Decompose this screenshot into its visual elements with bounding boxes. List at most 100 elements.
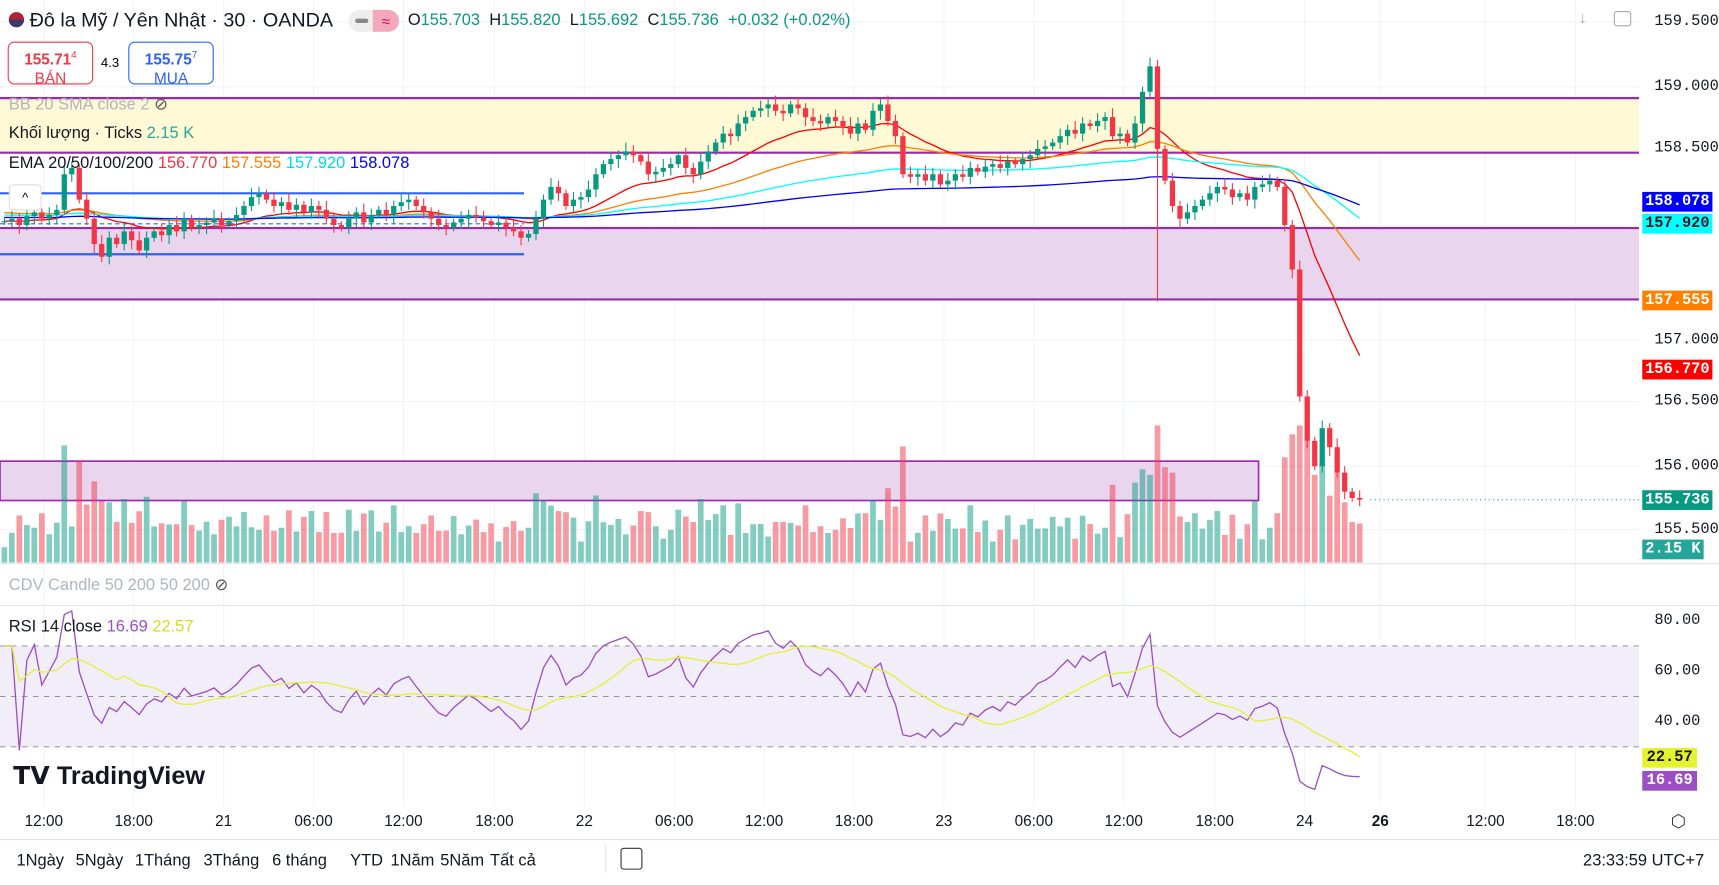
candle-body: [1304, 396, 1310, 441]
volume-bar: [1049, 516, 1056, 563]
fullscreen-icon[interactable]: [1613, 10, 1632, 27]
symbol-header[interactable]: Đô la Mỹ / Yên Nhật · 30 · OANDA: [8, 8, 334, 32]
buy-button[interactable]: 155.757 MUA: [128, 41, 214, 86]
volume-bar: [525, 527, 532, 563]
range-button[interactable]: 1Ngày: [16, 851, 64, 870]
time-axis-label: 12:00: [24, 811, 64, 830]
range-button[interactable]: 5Năm: [440, 851, 485, 870]
candle-body: [705, 151, 711, 162]
range-button[interactable]: 3Tháng: [203, 851, 260, 870]
candle-body: [1162, 148, 1168, 181]
volume-bar: [915, 532, 921, 563]
time-axis-label: 12:00: [1466, 811, 1505, 830]
candle-body: [1087, 123, 1093, 127]
volume-bar: [1207, 519, 1213, 563]
rsi-legend[interactable]: RSI 14 close 16.69 22.57: [9, 617, 194, 636]
low-label: L: [569, 10, 579, 30]
ema20-value: 156.770: [157, 153, 218, 173]
time-axis-label: 18:00: [1195, 811, 1234, 830]
candle-body: [106, 237, 112, 257]
candle-body: [1319, 428, 1325, 467]
volume-bar: [1072, 538, 1078, 563]
candle-body: [1139, 91, 1146, 124]
range-button[interactable]: 1Tháng: [134, 851, 191, 870]
candle-body: [1124, 133, 1131, 143]
rsi-band: [0, 645, 1639, 747]
minus-icon: [355, 18, 369, 24]
candle-body: [31, 212, 37, 217]
volume-bar: [900, 446, 906, 563]
volume-bar: [533, 493, 539, 563]
candle-body: [1117, 133, 1123, 137]
volume-bar: [151, 526, 157, 563]
range-button[interactable]: Tất cả: [490, 851, 536, 870]
candle-body: [1192, 206, 1198, 213]
volume-bar: [1019, 524, 1026, 563]
volume-bar: [795, 525, 801, 563]
volume-bar: [383, 522, 390, 563]
candle-body: [795, 104, 801, 109]
candle-body: [997, 164, 1003, 168]
volume-bar: [952, 528, 959, 563]
market-status-toggle[interactable]: ≈: [348, 9, 400, 32]
settings-icon[interactable]: ⬡: [1670, 812, 1687, 832]
time-axis-label: 26: [1371, 811, 1389, 830]
volume-bar: [1094, 533, 1101, 563]
eye-off-icon[interactable]: ⊘: [154, 95, 168, 115]
volume-bar: [930, 530, 936, 563]
range-button[interactable]: 6 tháng: [272, 851, 327, 870]
change-value: +0.032 (+0.02%): [727, 10, 851, 30]
volume-bar: [241, 511, 247, 563]
volume-bar: [967, 505, 974, 563]
close-value: 155.736: [659, 10, 719, 30]
candle-body: [114, 237, 120, 245]
volume-tag: 2.15 K: [1642, 539, 1704, 560]
candle-body: [960, 174, 966, 177]
time-axis-label: 06:00: [655, 811, 694, 830]
scroll-down-icon[interactable]: ↓: [1578, 8, 1587, 28]
candle-body: [975, 167, 981, 172]
time-axis-label: 23: [935, 811, 953, 830]
volume-bar: [705, 520, 712, 563]
volume-bar: [750, 524, 757, 563]
volume-bar: [1147, 474, 1153, 563]
candle-body: [1252, 186, 1258, 200]
volume-legend[interactable]: Khối lượng · Ticks 2.15 K: [9, 124, 194, 143]
candle-body: [368, 214, 374, 223]
range-button[interactable]: 1Năm: [390, 851, 435, 870]
candle-body: [271, 199, 277, 207]
price-axis-label: 156.500: [1654, 392, 1719, 411]
volume-bar: [578, 541, 584, 563]
volume-bar: [9, 532, 15, 563]
ema-legend[interactable]: EMA 20/50/100/200 156.770 157.555 157.92…: [9, 154, 410, 173]
candle-body: [421, 206, 427, 213]
volume-bar: [877, 519, 884, 563]
volume-bar: [278, 527, 285, 563]
candle-body: [1035, 148, 1041, 156]
clock[interactable]: 23:33:59 UTC+7: [1583, 851, 1705, 870]
sell-button[interactable]: 155.714 BÁN: [7, 41, 94, 86]
divider: [605, 844, 607, 873]
volume-bar: [233, 526, 240, 563]
bb-indicator-legend[interactable]: BB 20 SMA close 2 ⊘: [9, 94, 168, 114]
candle-body: [832, 117, 839, 121]
volume-bar: [98, 501, 105, 563]
volume-bar: [1102, 527, 1108, 563]
volume-bar: [1319, 461, 1326, 563]
volume-bar: [398, 532, 405, 563]
candle-body: [1214, 186, 1221, 194]
volume-bar: [832, 529, 839, 563]
range-button[interactable]: 5Ngày: [75, 851, 124, 870]
calendar-icon[interactable]: [620, 847, 643, 870]
candle-body: [608, 159, 614, 165]
eye-off-icon[interactable]: ⊘: [214, 575, 229, 595]
time-axis-label: 12:00: [744, 811, 784, 830]
cdv-legend[interactable]: CDV Candle 50 200 50 200 ⊘: [9, 575, 228, 595]
symbol-title[interactable]: Đô la Mỹ / Yên Nhật · 30 · OANDA: [29, 8, 334, 31]
volume-bar: [211, 534, 217, 563]
tradingview-logo[interactable]: 𝗧𝗩 TradingView: [13, 761, 205, 791]
range-button[interactable]: YTD: [350, 851, 384, 870]
collapse-legend-button[interactable]: ^: [8, 184, 42, 211]
price-axis-label: 155.500: [1654, 520, 1719, 539]
